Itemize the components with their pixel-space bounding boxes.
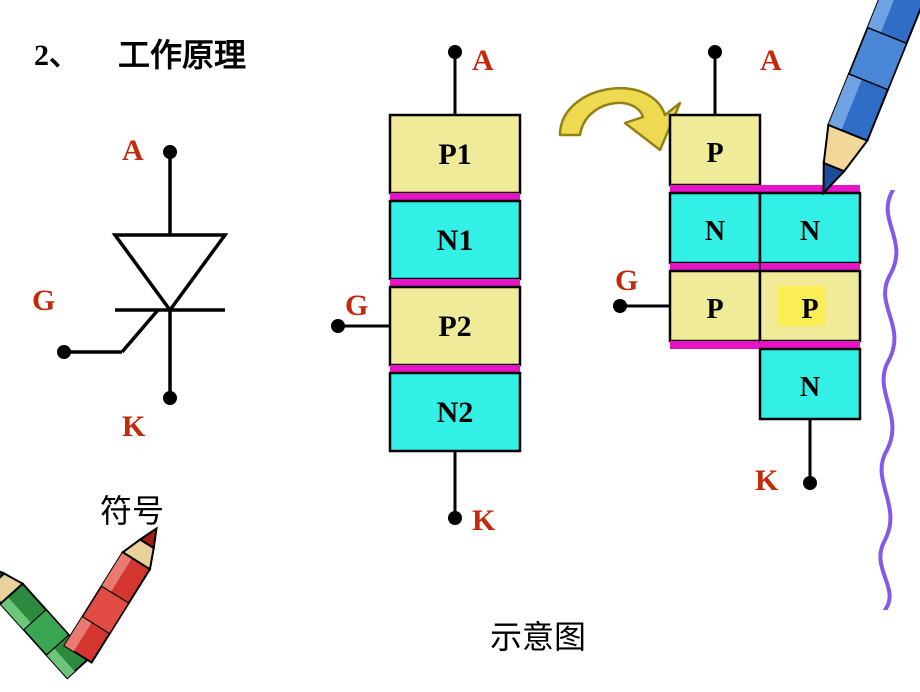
split-A-label: A [760,44,782,77]
split-L-P2: P [706,294,723,325]
crayon-blue-icon [795,0,920,225]
stack-N1: N1 [437,224,474,257]
stack-P2: P2 [438,310,471,343]
stack-A-label: A [472,44,494,77]
symbol-K-label: K [122,410,146,443]
schematic-label: 示意图 [490,612,586,658]
split-L-P1: P [706,138,723,169]
stack-G-label: G [345,289,368,322]
split-R-N2: N [800,372,820,403]
split-L-N: N [705,216,725,247]
page-title-text: 工作原理 [118,30,246,76]
split-K-label: K [755,464,779,497]
page-title-num: 2、 [34,30,79,74]
squiggle-decoration [865,190,920,610]
stack-N2: N2 [437,396,474,429]
symbol-G-label: G [32,284,55,317]
stack-K-label: K [472,504,496,537]
split-R-P: P [801,294,818,325]
crayons-icon [0,522,175,692]
symbol-A-label: A [122,140,144,167]
thyristor-symbol: A G K [30,140,260,460]
pnpn-stack: A P1 N1 P2 N2 G K [320,40,570,600]
stack-P1: P1 [438,138,471,171]
split-G-label: G [615,264,638,297]
